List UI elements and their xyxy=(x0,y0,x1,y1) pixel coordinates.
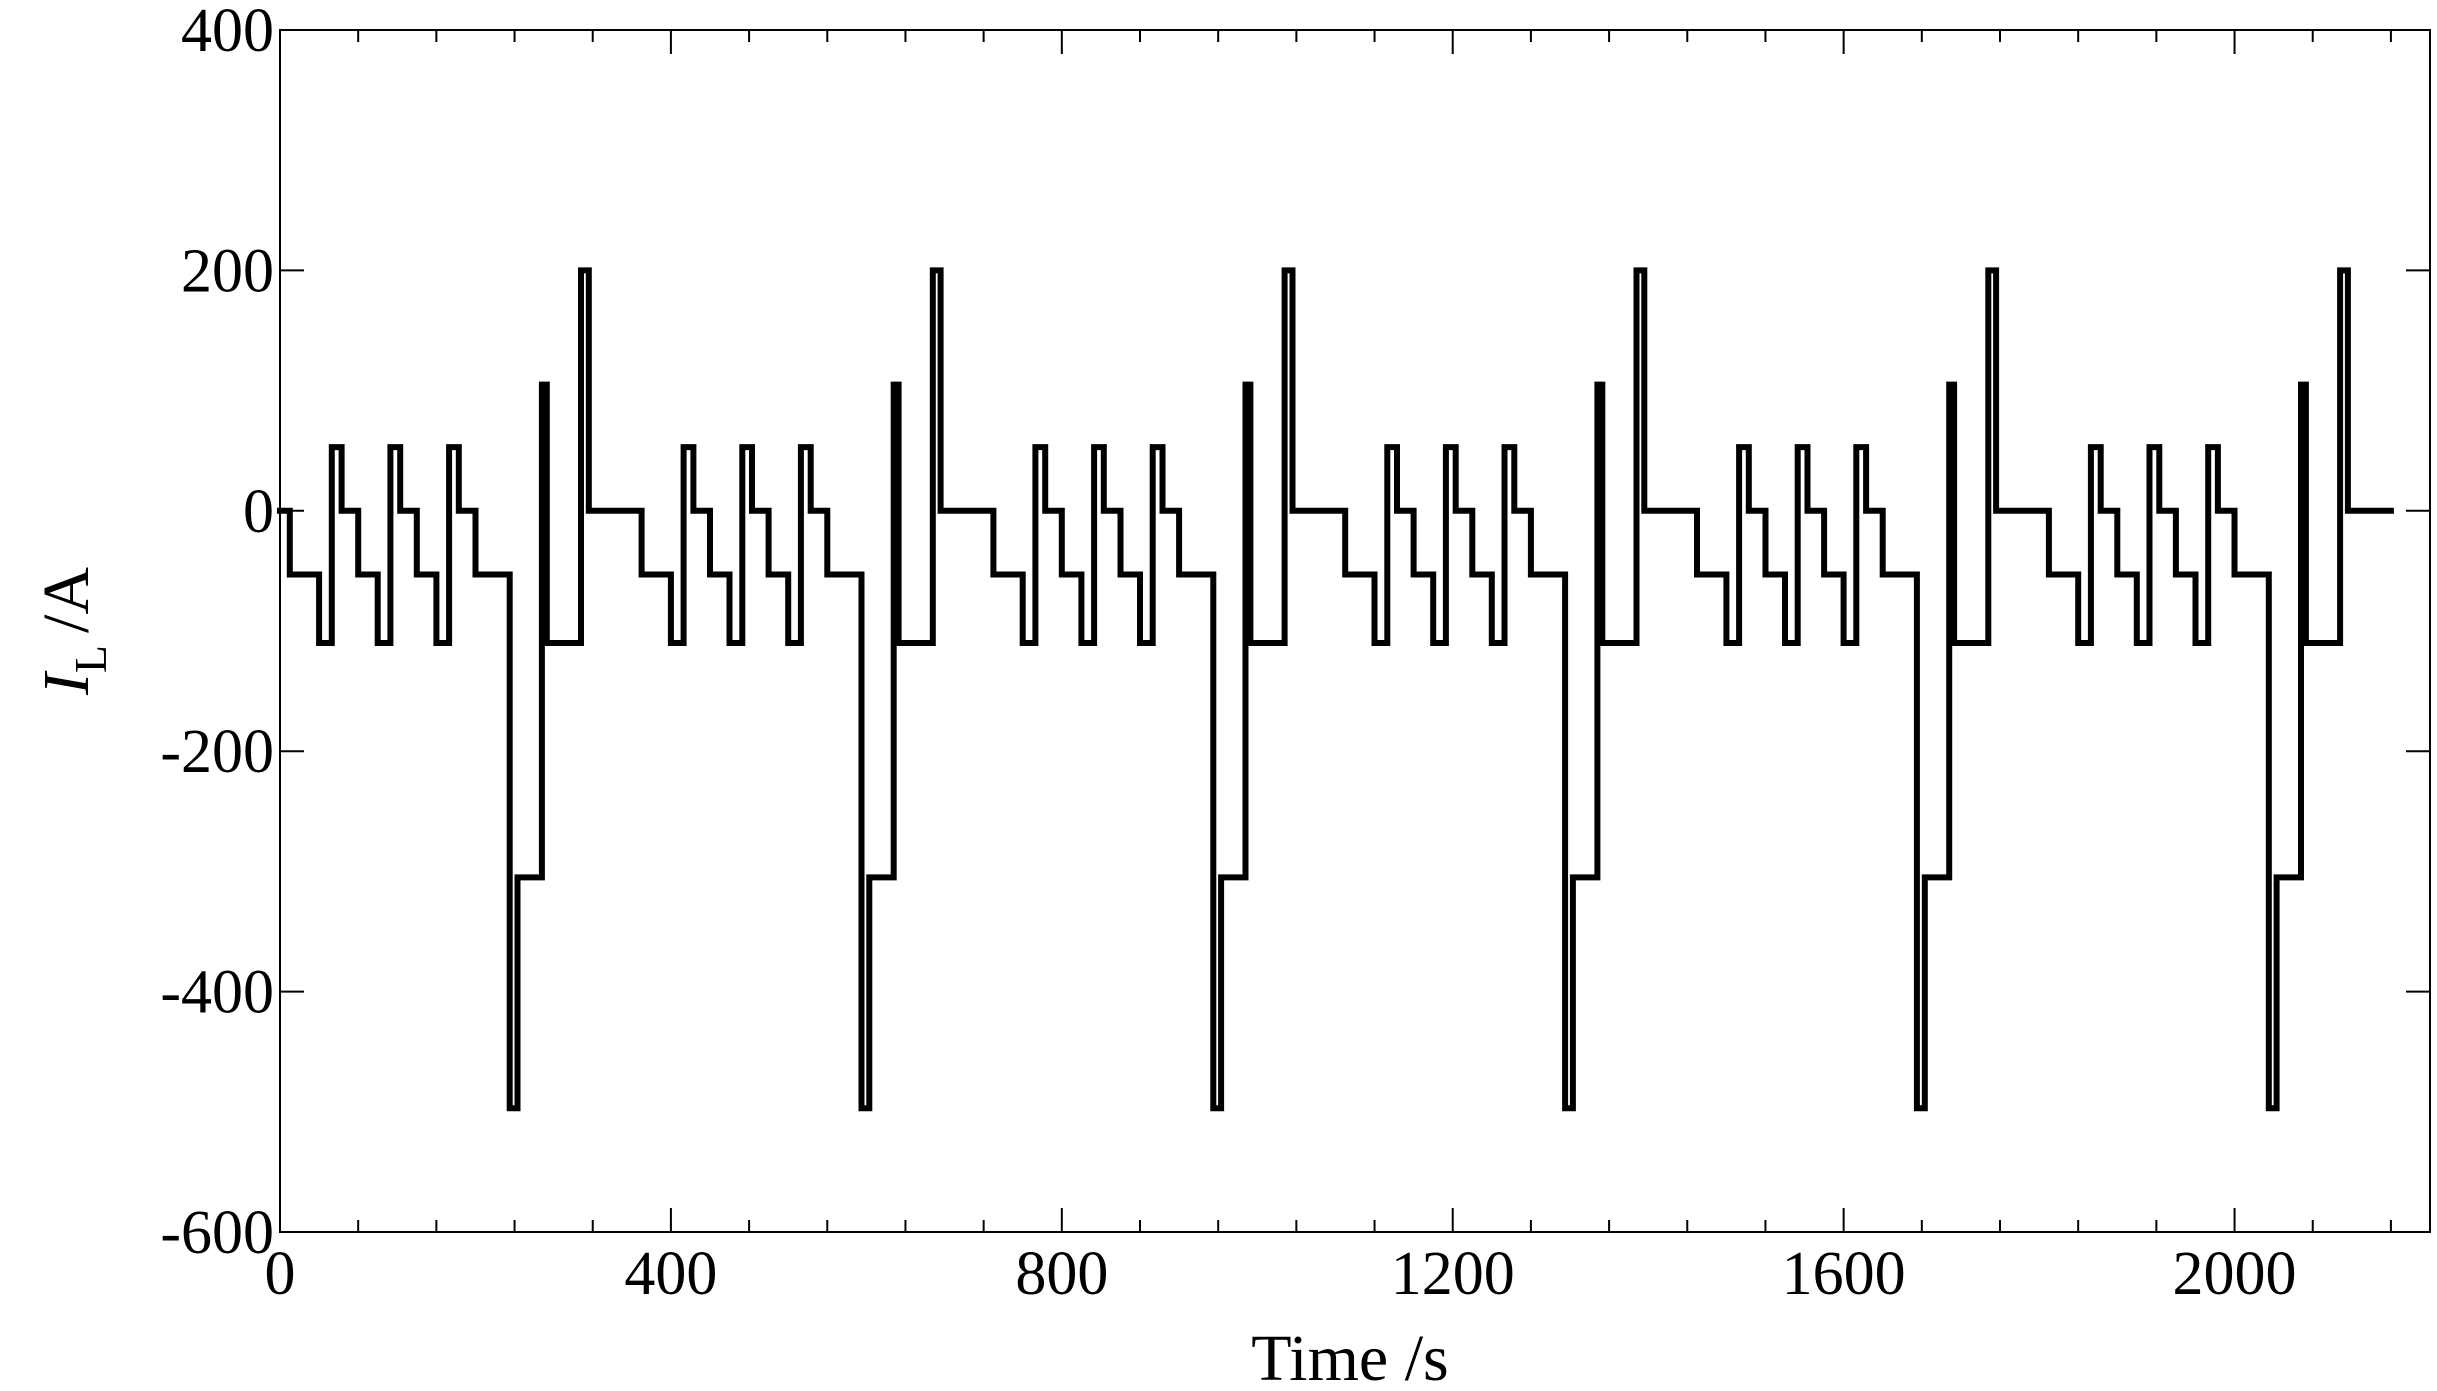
x-axis-title: Time /s xyxy=(1251,1322,1448,1386)
y-axis-title: IL/A xyxy=(30,567,116,696)
y-axis-title-unit: /A xyxy=(30,567,103,633)
y-tick-label: 400 xyxy=(181,0,274,65)
y-axis-title-main: I xyxy=(30,670,103,696)
svg-text:IL/A: IL/A xyxy=(30,567,116,696)
series-group xyxy=(277,267,2394,1112)
y-tick-label: -400 xyxy=(160,959,274,1027)
y-axis-title-subscript: L xyxy=(65,645,116,673)
major-ticks xyxy=(279,29,2430,1233)
tick-labels: 0 400 800 1200 1600 2000 -600 -400 -200 0 200 400 xyxy=(160,0,2296,1308)
x-tick-label: 400 xyxy=(624,1240,717,1308)
y-tick-label: -200 xyxy=(160,718,274,786)
x-tick-label: 800 xyxy=(1015,1240,1108,1308)
series-line-current xyxy=(277,267,2394,1112)
y-tick-label: -600 xyxy=(160,1199,274,1267)
x-tick-label: 2000 xyxy=(2173,1240,2297,1308)
plot-area-frame xyxy=(279,29,2431,1233)
x-tick-label: 0 xyxy=(265,1240,296,1308)
y-tick-label: 200 xyxy=(181,237,274,305)
x-tick-label: 1600 xyxy=(1782,1240,1906,1308)
y-tick-label: 0 xyxy=(243,478,274,546)
minor-ticks xyxy=(357,30,2392,1232)
x-tick-label: 1200 xyxy=(1391,1240,1515,1308)
